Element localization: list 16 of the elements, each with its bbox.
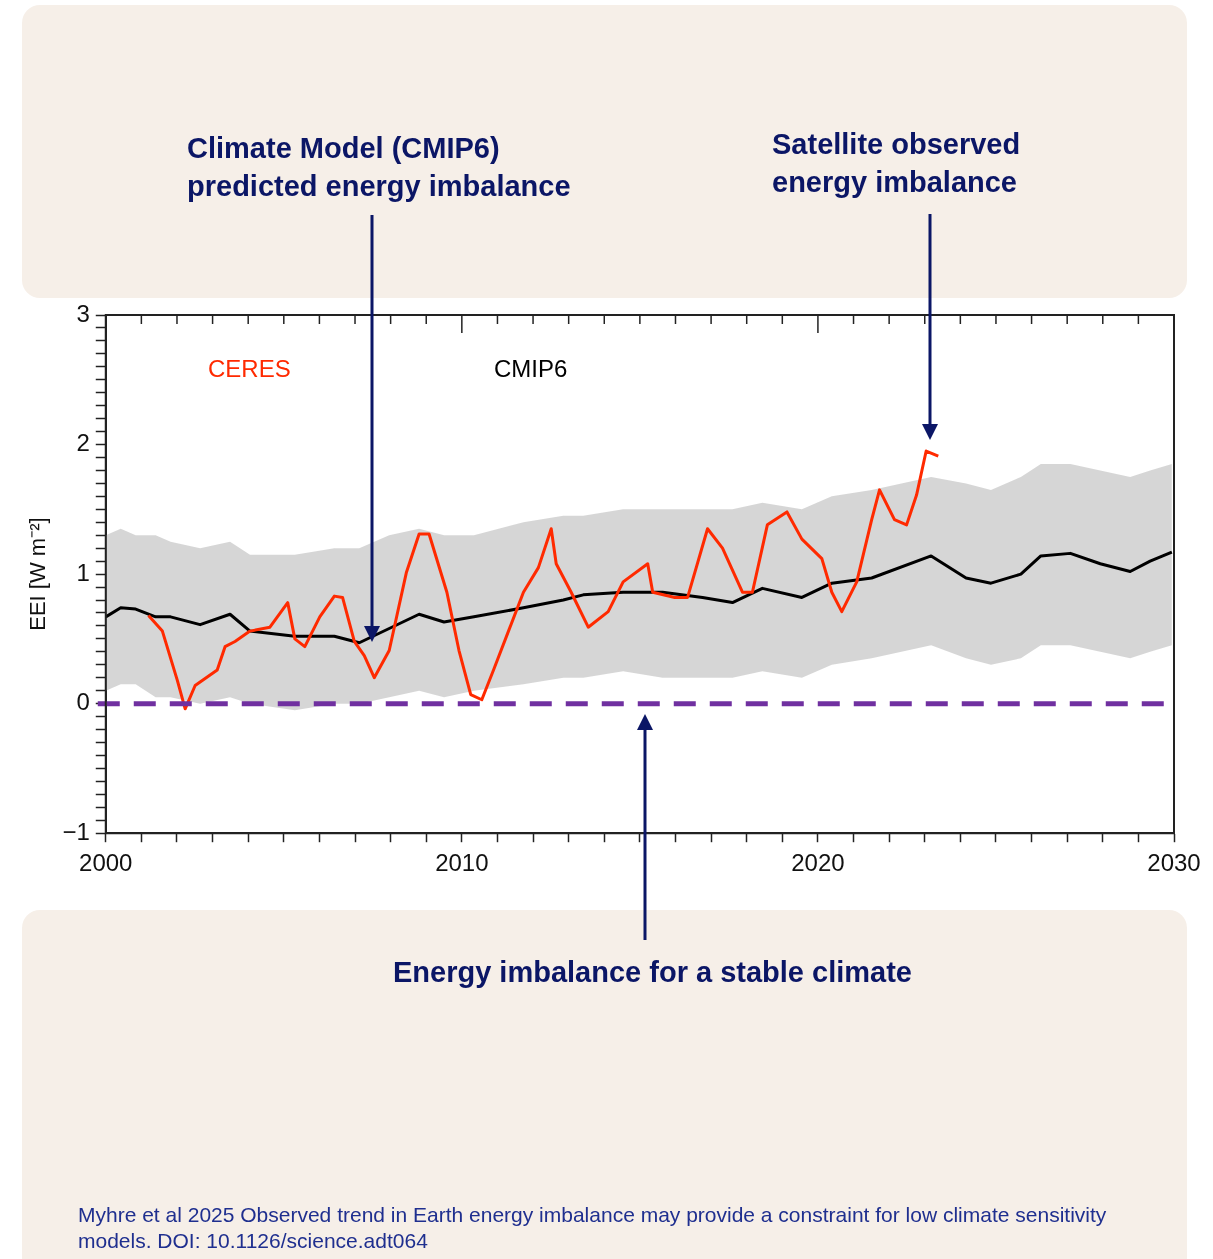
y-tick-label: 0 <box>76 688 90 716</box>
y-axis-title: EEI [W m⁻²] <box>25 517 51 631</box>
x-tick-label: 2020 <box>791 849 845 877</box>
x-tick-label: 2000 <box>79 849 133 877</box>
x-tick-label: 2030 <box>1147 849 1201 877</box>
text: Energy imbalance for a stable climate <box>393 956 912 988</box>
text: Satellite observed energy imbalance <box>772 128 1021 198</box>
text: CERES <box>208 354 291 382</box>
text: Myhre et al 2025 Observed trend in Earth energy imbalance may provide a constraint for low climate sensitivity models. DOI: 10.1126/science.adt064 <box>78 1202 1107 1252</box>
text: Climate Model (CMIP6) predicted energy imbalance <box>187 132 571 202</box>
y-tick-label: 1 <box>76 558 90 586</box>
y-tick-label: −1 <box>62 817 90 845</box>
text: CMIP6 <box>494 354 568 382</box>
x-tick-label: 2010 <box>435 849 489 877</box>
y-tick-label: 3 <box>76 299 90 327</box>
y-tick-label: 2 <box>76 429 90 457</box>
